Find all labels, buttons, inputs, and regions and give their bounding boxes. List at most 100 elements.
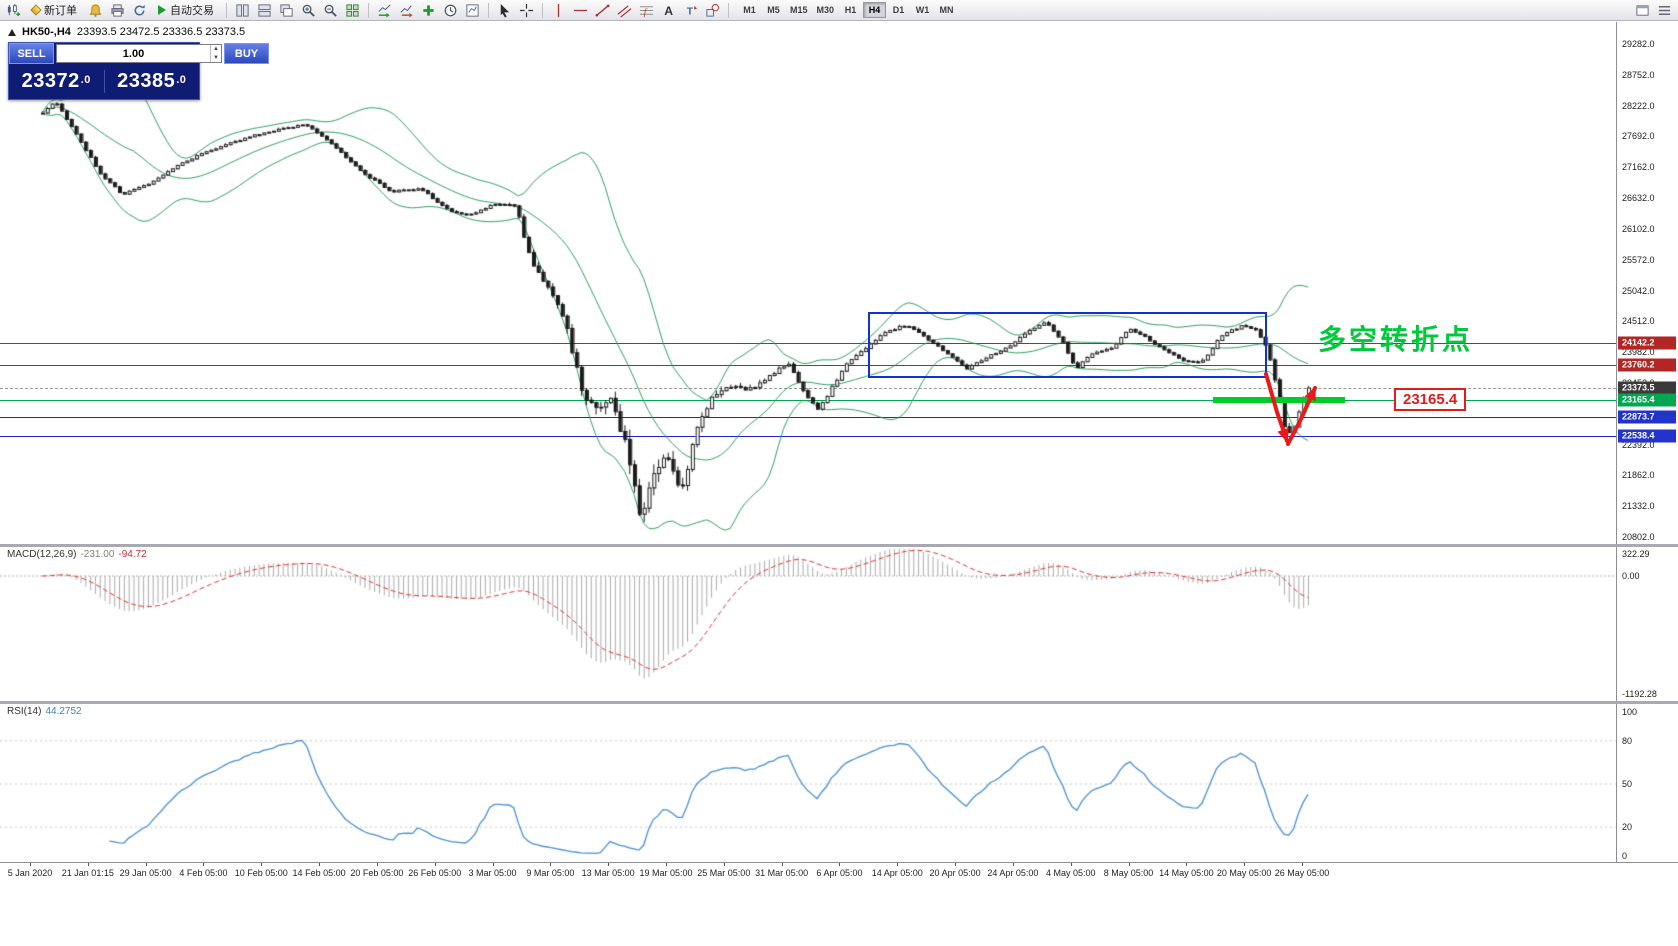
sell-button[interactable]: SELL <box>9 43 54 64</box>
timeframe-button-d1[interactable]: D1 <box>892 5 905 15</box>
timeframe-button-m15[interactable]: M15 <box>790 5 808 15</box>
turning-point-note[interactable]: 多空转折点 <box>1318 324 1474 355</box>
time-axis-tick <box>1128 862 1130 866</box>
equidistant-channel-icon[interactable] <box>614 2 635 19</box>
rsi-axis-label: 0 <box>1622 851 1628 861</box>
time-axis-tick <box>666 862 667 866</box>
time-axis-tick <box>839 862 841 866</box>
price-chart-canvas[interactable] <box>0 22 1616 545</box>
tile-grid-icon[interactable] <box>342 2 363 19</box>
indicators-add-icon[interactable] <box>418 2 439 19</box>
time-axis-tick <box>319 862 321 866</box>
time-axis-tick <box>897 862 899 866</box>
timeframe-button-mn[interactable]: MN <box>939 5 954 15</box>
macd-indicator-label: MACD(12,26,9) -231.00 -94.72 <box>7 549 147 560</box>
toolbar-separator <box>226 2 227 18</box>
buy-price[interactable]: 23385.0 <box>103 70 200 93</box>
one-click-trading-panel: SELL ▲▼ BUY 23372.0 23385.0 <box>8 42 269 100</box>
fibonacci-icon[interactable]: f <box>636 2 657 19</box>
time-axis-label: 20 Apr 05:00 <box>929 868 981 878</box>
price-axis-label: 27692.0 <box>1622 131 1655 142</box>
auto-trading-button[interactable]: 自动交易 <box>151 2 221 19</box>
alerts-icon[interactable] <box>85 2 106 19</box>
timeframe-button-m30[interactable]: M30 <box>816 5 835 15</box>
buy-button[interactable]: BUY <box>224 43 269 64</box>
price-tag: 22873.7 <box>1618 410 1676 424</box>
macd-value: -231.00 <box>80 549 115 560</box>
timeframe-button-w1[interactable]: W1 <box>915 5 930 15</box>
print-icon[interactable] <box>107 2 128 19</box>
timeframe-button-m5[interactable]: M5 <box>767 5 780 15</box>
spinner-down-icon[interactable]: ▼ <box>213 55 219 61</box>
time-axis-tick <box>434 862 436 866</box>
chart-template-icon[interactable] <box>462 2 483 19</box>
support-highlight-line[interactable] <box>1213 397 1345 403</box>
spinner-up-icon[interactable]: ▲ <box>213 46 219 52</box>
buy-price-decimal: .0 <box>176 74 187 86</box>
toolbar-separator <box>728 2 729 18</box>
time-axis-tick <box>781 862 783 866</box>
price-tag: 22538.4 <box>1618 429 1676 443</box>
text-icon[interactable]: A <box>658 2 679 19</box>
macd-panel-canvas[interactable] <box>0 547 1616 702</box>
time-axis-tick <box>723 862 725 866</box>
refresh-icon[interactable] <box>129 2 150 19</box>
rsi-axis-label: 50 <box>1622 779 1633 789</box>
time-axis-label: 26 Feb 05:00 <box>408 868 462 878</box>
consolidation-rectangle[interactable] <box>868 312 1267 378</box>
toolbar-separator <box>368 2 369 18</box>
arrange-vertical-icon[interactable] <box>232 2 253 19</box>
price-axis[interactable]: 29282.0 28752.0 28222.0 27692.0 27162.0 26632… <box>1616 22 1678 884</box>
one-click-toggle-icon[interactable] <box>8 28 16 36</box>
price-tag: 24142.2 <box>1618 336 1676 350</box>
time-axis-label: 31 Mar 05:00 <box>755 868 809 878</box>
arrow-label-icon[interactable]: T <box>680 2 701 19</box>
time-axis-label: 14 May 05:00 <box>1159 868 1214 878</box>
chart-shift-icon[interactable] <box>396 2 417 19</box>
trade-panel-top-row: SELL ▲▼ BUY <box>9 43 269 64</box>
window-menu-icon[interactable] <box>1654 2 1675 19</box>
trade-panel-prices: 23372.0 23385.0 <box>9 64 199 99</box>
macd-axis-label: 322.29 <box>1622 549 1650 559</box>
time-axis-tick <box>550 862 552 866</box>
price-axis-label: 23982.0 <box>1622 347 1655 358</box>
price-axis-label: 21332.0 <box>1622 501 1655 512</box>
new-order-button[interactable]: 新订单 <box>25 2 84 19</box>
time-axis-label: 21 Jan 01:15 <box>61 868 114 878</box>
zoom-in-icon[interactable] <box>298 2 319 19</box>
time-axis-tick <box>492 862 494 866</box>
zoom-out-icon[interactable] <box>320 2 341 19</box>
trendline-icon[interactable] <box>592 2 613 19</box>
panel-splitter-macd[interactable] <box>0 544 1678 547</box>
sell-price[interactable]: 23372.0 <box>9 70 104 93</box>
time-axis-label: 13 Mar 05:00 <box>581 868 635 878</box>
price-axis-label: 21862.0 <box>1622 470 1655 481</box>
auto-scroll-icon[interactable] <box>374 2 395 19</box>
volume-spinner[interactable]: ▲ ▼ <box>210 45 221 62</box>
vertical-line-icon[interactable] <box>548 2 569 19</box>
price-callout-label[interactable]: 23165.4 <box>1394 388 1467 411</box>
arrange-horizontal-icon[interactable] <box>254 2 275 19</box>
price-axis-label: 28752.0 <box>1622 69 1655 80</box>
rsi-panel-canvas[interactable] <box>0 704 1616 862</box>
timeframe-button-h1[interactable]: H1 <box>844 5 857 15</box>
new-chart-icon[interactable] <box>3 2 24 19</box>
time-axis-tick <box>1070 862 1072 866</box>
cascade-windows-icon[interactable] <box>276 2 297 19</box>
panel-splitter-rsi[interactable] <box>0 701 1678 704</box>
timeframe-button-h4[interactable]: H4 <box>863 2 887 18</box>
volume-input[interactable] <box>57 47 210 60</box>
svg-text:A: A <box>664 4 673 18</box>
cursor-icon[interactable] <box>494 2 515 19</box>
full-screen-icon[interactable] <box>1632 2 1653 19</box>
crosshair-icon[interactable] <box>516 2 537 19</box>
periods-clock-icon[interactable] <box>440 2 461 19</box>
time-axis[interactable]: 5 Jan 2020 21 Jan 01:15 29 Jan 05:00 4 Feb … <box>0 862 1678 884</box>
price-axis-label: 25042.0 <box>1622 285 1655 296</box>
shapes-icon[interactable] <box>702 2 723 19</box>
timeframe-button-m1[interactable]: M1 <box>743 5 756 15</box>
buy-price-main: 23385 <box>117 70 176 92</box>
time-axis-label: 14 Apr 05:00 <box>871 868 923 878</box>
horizontal-line-icon[interactable] <box>570 2 591 19</box>
